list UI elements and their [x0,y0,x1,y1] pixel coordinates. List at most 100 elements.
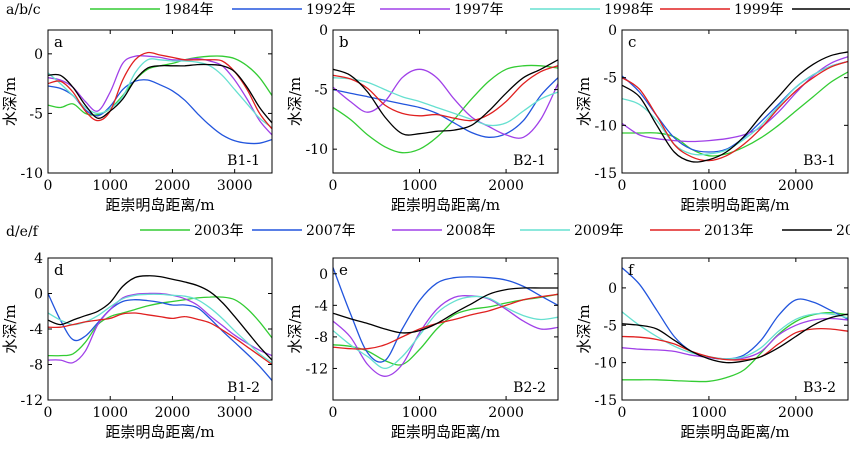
panel-f-series [622,267,848,383]
y-tick-label-d-0: -12 [20,393,43,409]
y-tick-label-d-3: 0 [34,287,43,303]
series-line-e-2 [333,295,558,377]
series-line-a-1 [48,79,272,145]
section-label-a: B1-1 [227,153,260,169]
legend-bottom-group-label: d/e/f [6,224,40,240]
series-line-f-4 [622,327,848,361]
series-line-b-3 [333,77,558,127]
panel-a-series [48,51,272,145]
series-line-f-0 [622,311,848,383]
x-tick-label-a-2: 2000 [155,178,191,194]
x-tick-label-c-2: 2000 [778,178,814,194]
series-line-f-3 [622,311,848,360]
y-axis-label-f: 水深/m [575,304,593,353]
y-tick-label-e-0: -12 [305,361,328,377]
panel-letter-a: a [54,33,63,51]
series-line-a-2 [48,54,272,136]
x-axis-label-e: 距崇明岛距离/m [391,423,500,441]
series-line-e-0 [333,293,558,366]
panel-b-frame [332,29,559,174]
y-axis-label-a: 水深/m [1,77,19,126]
legend-entry-bottom-0: 2003年 [194,223,244,239]
panel-a-frame [47,29,273,174]
x-tick-label-d-1: 1000 [92,405,128,421]
series-line-b-1 [333,77,558,138]
x-tick-label-d-3: 3000 [217,405,253,421]
x-tick-label-e-2: 2000 [488,405,524,421]
series-line-a-5 [48,63,272,124]
series-line-c-4 [622,60,848,162]
x-tick-label-b-0: 0 [329,178,338,194]
y-tick-label-c-2: -5 [603,71,617,87]
panel-e-series [333,267,558,377]
panel-d-series [48,275,272,381]
legend-entry-top-2: 1997年 [454,2,504,18]
panel-b-series [333,59,558,154]
panel-c-frame [621,29,849,174]
series-line-d-4 [48,312,272,366]
x-axis-label-f: 距崇明岛距离/m [680,423,789,441]
legend-entry-bottom-3: 2009年 [574,223,624,239]
y-tick-label-e-1: -8 [314,330,328,346]
panel-d: 0 1000 2000 3000 -12 -8 -4 0 4d B1-2 距崇明岛距离/m 水深/m [1,251,273,441]
series-line-a-3 [48,58,272,129]
panel-letter-d: d [54,261,64,279]
x-tick-label-b-1: 1000 [402,178,438,194]
y-tick-label-f-2: -5 [603,318,617,334]
legend-bottom: d/e/f 2003年 2007年 2008年 2009年 2013年 2016年 [6,223,850,240]
legend-entry-top-3: 1998年 [604,2,654,18]
series-line-d-2 [48,292,272,364]
legend-entry-top-1: 1992年 [306,2,356,18]
y-tick-label-e-3: 0 [319,267,328,283]
x-tick-label-a-1: 1000 [92,178,128,194]
series-line-e-5 [333,287,558,334]
y-tick-label-c-0: -15 [594,166,617,182]
section-label-e: B2-2 [513,380,546,396]
legend-entry-bottom-4: 2013年 [704,223,754,239]
series-line-d-0 [48,296,272,357]
y-tick-label-b-0: -10 [305,142,328,158]
legend-entry-top-0: 1984年 [164,2,214,18]
legend-entry-bottom-1: 2007年 [306,223,356,239]
panel-c-series [622,51,848,163]
section-label-b: B2-1 [513,153,546,169]
legend-entry-top-4: 1999年 [734,2,784,18]
x-tick-label-f-0: 0 [618,405,627,421]
series-line-b-5 [333,59,558,136]
y-tick-label-b-2: 0 [319,23,328,39]
x-tick-label-b-2: 2000 [488,178,524,194]
x-tick-label-e-0: 0 [329,405,338,421]
series-line-e-1 [333,267,558,363]
panel-letter-b: b [339,33,349,51]
x-tick-label-d-2: 2000 [155,405,191,421]
y-tick-label-c-3: 0 [608,23,617,39]
y-axis-label-e: 水深/m [286,304,304,353]
y-axis-label-b: 水深/m [286,77,304,126]
x-axis-label-a: 距崇明岛距离/m [105,196,214,214]
y-tick-label-f-1: -10 [594,356,617,372]
panel-letter-c: c [628,33,636,51]
x-tick-label-a-3: 3000 [217,178,253,194]
series-line-b-2 [333,68,558,139]
x-tick-label-a-0: 0 [44,178,53,194]
series-line-b-4 [333,65,558,122]
y-tick-label-a-0: -10 [20,166,43,182]
x-axis-label-c: 距崇明岛距离/m [680,196,789,214]
series-line-c-5 [622,51,848,163]
series-line-d-5 [48,275,272,361]
y-tick-label-a-2: 0 [34,47,43,63]
panel-f-frame [621,257,849,401]
series-line-d-1 [48,293,272,381]
section-label-c: B3-1 [803,153,836,169]
panel-letter-f: f [628,261,635,279]
panel-e-frame [332,257,559,401]
y-axis-label-d: 水深/m [1,304,19,353]
series-line-e-4 [333,293,558,350]
series-line-c-2 [622,56,848,143]
